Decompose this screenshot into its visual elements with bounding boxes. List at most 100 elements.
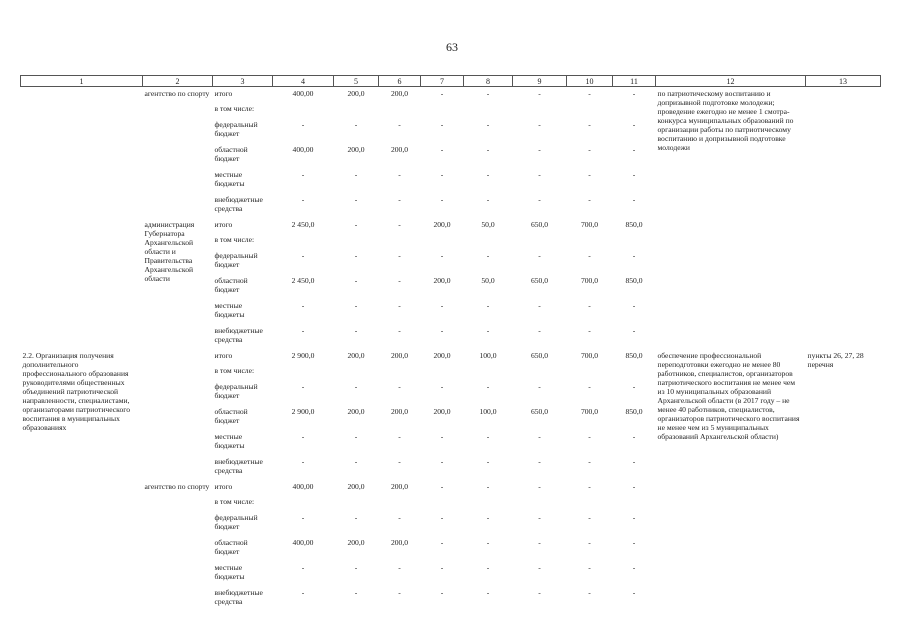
amount-cell: - [632, 169, 636, 179]
amount-cell: - [588, 512, 591, 522]
column-header: 8 [463, 75, 513, 87]
amount-cell: - [486, 119, 490, 129]
amount-cell: - [486, 144, 490, 154]
amount-cell: - [440, 537, 444, 547]
amount-cell [379, 495, 421, 511]
amount-cell: - [301, 431, 305, 441]
amount-cell: - [632, 456, 636, 466]
amount-cell: - [398, 275, 401, 285]
column-header: 12 [655, 75, 806, 87]
amount-cell [273, 233, 334, 249]
amount-cell [421, 102, 464, 118]
amount-cell: - [398, 300, 401, 310]
amount-cell: 200,0 [433, 275, 451, 285]
amount-cell: 400,00 [292, 144, 314, 154]
amount-cell [421, 233, 464, 249]
amount-cell: - [588, 325, 591, 335]
amount-cell: - [440, 512, 444, 522]
amount-cell: 2 900,0 [291, 350, 315, 360]
amount-cell: - [588, 250, 591, 260]
amount-cell: - [486, 481, 490, 491]
amount-cell: - [354, 562, 358, 572]
amount-cell: 700,0 [580, 219, 599, 229]
table-row: федеральный бюджет - - - - - - - - [21, 511, 881, 536]
amount-cell: 50,0 [481, 275, 495, 285]
reference: пункты 26, 27, 28 перечня [807, 350, 864, 369]
amount-cell: - [588, 587, 591, 597]
amount-cell: - [440, 431, 444, 441]
amount-cell [613, 495, 656, 511]
table-row: местные бюджеты - - - - - - - - [21, 561, 881, 586]
amount-cell: - [301, 587, 305, 597]
amount-cell: 200,0 [347, 481, 365, 491]
amount-cell: - [440, 562, 444, 572]
funding-source: внебюджетные средства [214, 587, 263, 606]
amount-cell: - [301, 169, 305, 179]
amount-cell: - [538, 325, 541, 335]
funding-source: местные бюджеты [214, 562, 245, 581]
table-row: местные бюджеты - - - - - - - - [21, 299, 881, 324]
column-header: 4 [272, 75, 334, 87]
amount-cell [513, 364, 567, 380]
amount-cell: - [440, 381, 444, 391]
amount-cell: - [301, 250, 305, 260]
amount-cell: 200,0 [390, 406, 409, 416]
amount-cell: 850,0 [625, 406, 643, 416]
column-header: 6 [378, 75, 421, 87]
amount-cell: 200,0 [390, 89, 409, 98]
amount-cell: 200,0 [347, 537, 365, 547]
amount-cell [379, 102, 421, 118]
amount-cell: 200,0 [390, 350, 409, 360]
amount-cell: - [486, 300, 490, 310]
amount-cell [513, 102, 567, 118]
amount-cell: - [440, 119, 444, 129]
amount-cell: - [538, 537, 541, 547]
amount-cell: 2 900,0 [291, 406, 315, 416]
responsible-executor: агентство по спорту [144, 481, 210, 491]
amount-cell [464, 364, 513, 380]
amount-cell: - [398, 194, 401, 204]
column-header: 7 [420, 75, 464, 87]
table-row: местные бюджеты - - - - - - - - [21, 430, 881, 455]
amount-cell [613, 102, 656, 118]
amount-cell: - [398, 219, 401, 229]
funding-source: областной бюджет [214, 275, 248, 294]
amount-cell: - [398, 587, 401, 597]
expected-result [656, 480, 806, 611]
funding-source: местные бюджеты [214, 300, 245, 319]
funding-source: итого [214, 350, 233, 360]
reference [806, 218, 881, 349]
amount-cell: 850,0 [625, 350, 643, 360]
amount-cell: - [486, 89, 490, 98]
amount-cell: - [440, 300, 444, 310]
amount-cell: - [486, 562, 490, 572]
amount-cell: - [486, 169, 490, 179]
amount-cell: 2 450,0 [291, 275, 315, 285]
amount-cell: - [354, 219, 358, 229]
column-header: 1 [20, 75, 143, 87]
column-header: 3 [212, 75, 273, 87]
amount-cell: - [632, 144, 636, 154]
amount-cell: 200,0 [390, 537, 409, 547]
amount-cell: - [440, 587, 444, 597]
amount-cell: - [354, 381, 358, 391]
amount-cell: - [588, 89, 591, 98]
reference [806, 87, 881, 218]
amount-cell: - [440, 325, 444, 335]
amount-cell [567, 233, 613, 249]
funding-source: в том числе: [214, 365, 255, 375]
amount-cell: 650,0 [530, 406, 549, 416]
amount-cell: 100,0 [479, 406, 497, 416]
amount-cell: - [632, 250, 636, 260]
amount-cell [273, 364, 334, 380]
amount-cell: - [354, 512, 358, 522]
responsible-executor: администрация Губернатора Архангельской … [144, 219, 195, 283]
amount-cell: - [588, 562, 591, 572]
amount-cell: - [440, 144, 444, 154]
budget-table: 1 2 3 4 5 6 7 8 9 10 11 12 13 агентство по спорту ито… [20, 75, 881, 611]
amount-cell: - [440, 250, 444, 260]
amount-cell: - [398, 119, 401, 129]
amount-cell: 700,0 [580, 406, 599, 416]
amount-cell: - [632, 431, 636, 441]
amount-cell: 400,00 [292, 537, 314, 547]
